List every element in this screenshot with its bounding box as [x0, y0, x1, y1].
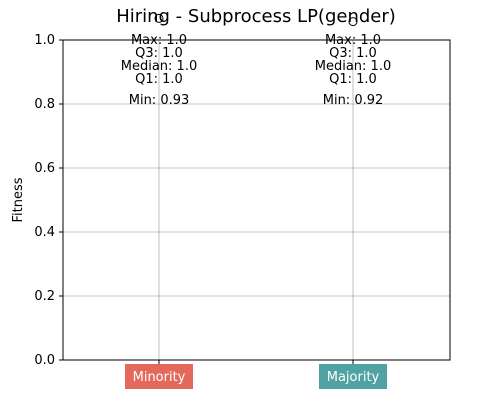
category-label-minority: Minority: [125, 364, 193, 389]
category-label-background: [319, 364, 387, 389]
plot-frame: [62, 39, 451, 361]
outlier-point: [348, 17, 358, 27]
category-label-majority: Majority: [319, 364, 387, 389]
y-axis-label: Fitness: [11, 177, 26, 222]
chart-title: Hiring - Subprocess LP(gender): [116, 6, 396, 27]
stat-label-min: Min: 0.92: [323, 93, 384, 108]
y-tick-label: 0.2: [34, 289, 55, 304]
y-tick-label: 0.0: [34, 353, 55, 368]
stat-label-q1: Q1: 1.0: [135, 72, 183, 87]
stat-label-q1: Q1: 1.0: [329, 72, 377, 87]
grid-layer: [63, 39, 450, 361]
stat-label-min: Min: 0.93: [129, 93, 190, 108]
category-label-text: Minority: [133, 370, 186, 385]
category-label-text: Majority: [327, 370, 380, 385]
stat-label-q3: Q3: 1.0: [329, 46, 377, 61]
y-axis-ticks: 0.0 0.2 0.4 0.6 0.8 1.0: [34, 33, 354, 368]
category-label-background: [125, 364, 193, 389]
y-tick-label: 1.0: [34, 33, 55, 48]
y-tick-label: 0.8: [34, 97, 55, 112]
y-tick-label: 0.4: [34, 225, 55, 240]
stat-label-q3: Q3: 1.0: [135, 46, 183, 61]
y-tick-label: 0.6: [34, 161, 55, 176]
stat-label-median: Median: 1.0: [315, 59, 391, 74]
stat-label-median: Median: 1.0: [121, 59, 197, 74]
outlier-point: [154, 13, 164, 23]
